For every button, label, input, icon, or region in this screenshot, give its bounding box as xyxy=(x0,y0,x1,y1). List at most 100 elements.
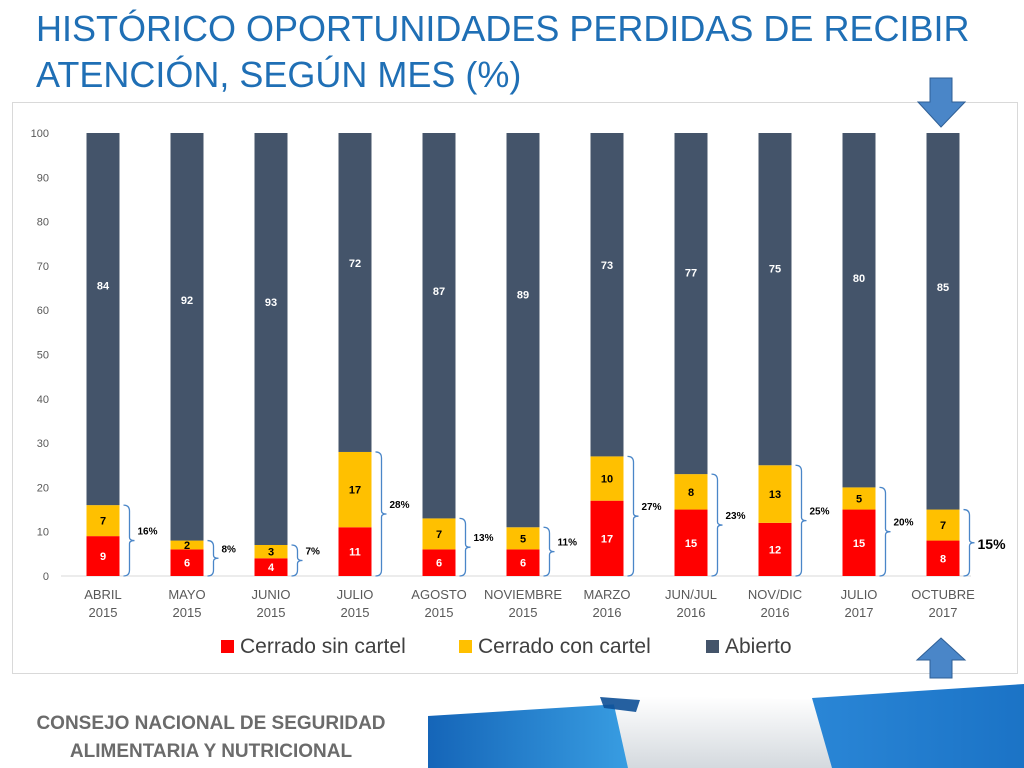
closed-total-label: 7% xyxy=(306,546,321,557)
data-label-abierto: 73 xyxy=(601,260,613,272)
y-tick-label: 40 xyxy=(37,394,49,406)
y-tick-label: 20 xyxy=(37,482,49,494)
data-label-abierto: 75 xyxy=(769,264,781,276)
x-tick-label: 2016 xyxy=(677,605,706,620)
closed-total-bracket xyxy=(291,544,303,577)
data-label-abierto: 77 xyxy=(685,267,697,279)
bar-segment-cerrado-sin-cartel xyxy=(590,500,624,576)
data-label-cerrado-sin-cartel: 6 xyxy=(184,558,190,570)
bar-segment-cerrado-sin-cartel xyxy=(254,558,288,576)
bar-segment-cerrado-con-cartel xyxy=(338,451,372,528)
y-tick-label: 10 xyxy=(37,527,49,539)
x-tick-label: MAYO xyxy=(168,587,205,602)
data-label-abierto: 87 xyxy=(433,286,445,298)
legend-label: Abierto xyxy=(725,635,792,658)
y-tick-label: 60 xyxy=(37,305,49,317)
bar-segment-abierto xyxy=(674,133,708,475)
x-tick-label: NOVIEMBRE xyxy=(484,587,562,602)
bar-segment-cerrado-sin-cartel xyxy=(86,536,120,576)
bar-segment-cerrado-sin-cartel xyxy=(674,509,708,576)
data-label-cerrado-con-cartel: 3 xyxy=(268,547,274,559)
data-label-cerrado-sin-cartel: 6 xyxy=(436,558,442,570)
slide-title: HISTÓRICO OPORTUNIDADES PERDIDAS DE RECI… xyxy=(36,6,996,98)
y-tick-label: 0 xyxy=(43,571,49,583)
bar-segment-cerrado-con-cartel xyxy=(506,527,540,550)
slide-title-line-2: ATENCIÓN, SEGÚN MES (%) xyxy=(36,54,522,95)
footer-line-2: ALIMENTARIA Y NUTRICIONAL xyxy=(69,741,353,762)
data-label-cerrado-con-cartel: 8 xyxy=(688,487,694,499)
y-tick-label: 90 xyxy=(37,172,49,184)
closed-total-bracket xyxy=(207,539,219,577)
y-tick-label: 100 xyxy=(31,128,49,140)
y-tick-label: 50 xyxy=(37,350,49,362)
data-label-abierto: 84 xyxy=(97,280,110,292)
closed-total-label: 23% xyxy=(726,511,746,522)
bar-segment-abierto xyxy=(506,133,540,528)
x-tick-label: 2015 xyxy=(257,605,286,620)
bar-segment-abierto xyxy=(842,133,876,488)
x-tick-label: NOV/DIC xyxy=(748,587,802,602)
bar-segment-cerrado-con-cartel xyxy=(86,505,120,537)
data-label-abierto: 80 xyxy=(853,273,865,285)
y-tick-label: 70 xyxy=(37,261,49,273)
closed-total-label: 20% xyxy=(894,518,914,529)
closed-total-bracket xyxy=(123,504,135,577)
bar-segment-cerrado-sin-cartel xyxy=(170,549,204,576)
bar-segment-abierto xyxy=(758,133,792,466)
data-label-cerrado-con-cartel: 13 xyxy=(769,489,781,501)
closed-total-label: 11% xyxy=(558,538,578,549)
bar-segment-abierto xyxy=(422,133,456,519)
bar-segment-cerrado-sin-cartel xyxy=(758,522,792,576)
legend-swatch xyxy=(221,640,234,653)
footer-organization: CONSEJO NACIONAL DE SEGURIDAD ALIMENTARI… xyxy=(16,710,406,766)
x-tick-label: JULIO xyxy=(841,587,878,602)
bar-segment-abierto xyxy=(254,133,288,545)
x-tick-label: ABRIL xyxy=(84,587,122,602)
legend-label: Cerrado con cartel xyxy=(478,635,651,658)
x-tick-label: 2017 xyxy=(845,605,874,620)
data-label-abierto: 92 xyxy=(181,295,193,307)
bar-segment-abierto xyxy=(338,133,372,452)
legend: Cerrado sin cartel Cerrado con cartel Abie… xyxy=(221,635,792,658)
closed-total-bracket xyxy=(963,508,975,577)
stacked-bar-chart: 0 10 20 30 40 50 60 70 80 90 100 9 7 84 6 2 92 4 3 93 11 17 7… xyxy=(31,128,1007,658)
closed-total-brackets: 16% 8% 7% 28% 13% 11% 27% 23% 25% 20% 15% xyxy=(123,451,1007,577)
data-label-cerrado-sin-cartel: 4 xyxy=(268,562,275,574)
data-label-cerrado-con-cartel: 7 xyxy=(436,529,442,541)
data-label-cerrado-sin-cartel: 8 xyxy=(940,553,946,565)
closed-total-label: 25% xyxy=(810,507,830,518)
closed-total-label: 28% xyxy=(390,500,410,511)
data-label-cerrado-con-cartel: 10 xyxy=(601,474,613,486)
bar-segment-cerrado-sin-cartel xyxy=(422,549,456,576)
x-tick-label: 2016 xyxy=(761,605,790,620)
bar-segment-cerrado-sin-cartel xyxy=(842,509,876,576)
closed-total-bracket xyxy=(543,526,555,577)
bar-segment-abierto xyxy=(86,133,120,506)
closed-total-bracket xyxy=(459,517,471,577)
closed-total-bracket xyxy=(795,464,807,577)
bar-segment-cerrado-sin-cartel xyxy=(506,549,540,576)
data-label-cerrado-sin-cartel: 17 xyxy=(601,533,613,545)
bars: 9784629243931117726787658917107315877121… xyxy=(86,133,960,576)
legend-swatch xyxy=(459,640,472,653)
data-label-abierto: 89 xyxy=(517,290,529,302)
x-axis: ABRIL 2015 MAYO 2015 JUNIO 2015 JULIO 2015 AGOST… xyxy=(84,587,975,620)
closed-total-label-highlight: 15% xyxy=(978,536,1007,552)
bar-segment-cerrado-con-cartel xyxy=(926,509,960,541)
data-label-cerrado-sin-cartel: 15 xyxy=(685,538,697,550)
data-label-cerrado-sin-cartel: 11 xyxy=(349,547,361,559)
data-label-cerrado-con-cartel: 5 xyxy=(520,533,526,545)
closed-total-label: 16% xyxy=(138,527,158,538)
x-tick-label: 2015 xyxy=(173,605,202,620)
bar-segment-cerrado-con-cartel xyxy=(758,465,792,523)
y-tick-label: 80 xyxy=(37,217,49,229)
slide-title-line-1: HISTÓRICO OPORTUNIDADES PERDIDAS DE RECI… xyxy=(36,8,970,49)
x-tick-label: OCTUBRE xyxy=(911,587,975,602)
footer-line-1: CONSEJO NACIONAL DE SEGURIDAD xyxy=(36,713,386,734)
data-label-cerrado-con-cartel: 2 xyxy=(184,540,190,552)
bar-segment-abierto xyxy=(926,133,960,510)
x-tick-label: JULIO xyxy=(337,587,374,602)
bar-segment-cerrado-con-cartel xyxy=(422,518,456,550)
chart-area: 0 10 20 30 40 50 60 70 80 90 100 9 7 84 6 2 92 4 3 93 11 17 7… xyxy=(12,102,1018,674)
x-tick-label: 2017 xyxy=(929,605,958,620)
